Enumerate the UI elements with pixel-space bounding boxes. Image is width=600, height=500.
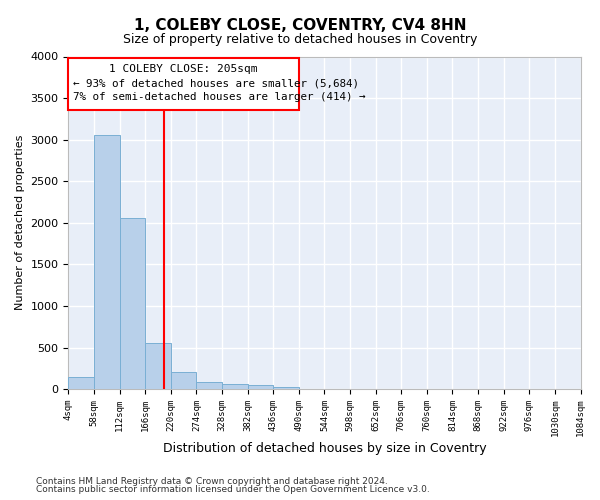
X-axis label: Distribution of detached houses by size in Coventry: Distribution of detached houses by size … xyxy=(163,442,486,455)
Bar xyxy=(68,378,94,389)
Bar xyxy=(171,372,196,389)
Text: Size of property relative to detached houses in Coventry: Size of property relative to detached ho… xyxy=(123,32,477,46)
Text: Contains HM Land Registry data © Crown copyright and database right 2024.: Contains HM Land Registry data © Crown c… xyxy=(36,477,388,486)
Text: 1 COLEBY CLOSE: 205sqm: 1 COLEBY CLOSE: 205sqm xyxy=(109,64,258,74)
Bar xyxy=(145,342,171,389)
Text: 1, COLEBY CLOSE, COVENTRY, CV4 8HN: 1, COLEBY CLOSE, COVENTRY, CV4 8HN xyxy=(134,18,466,32)
Text: Contains public sector information licensed under the Open Government Licence v3: Contains public sector information licen… xyxy=(36,485,430,494)
Y-axis label: Number of detached properties: Number of detached properties xyxy=(15,135,25,310)
Bar xyxy=(196,382,222,389)
FancyBboxPatch shape xyxy=(68,58,299,110)
Text: 7% of semi-detached houses are larger (414) →: 7% of semi-detached houses are larger (4… xyxy=(73,92,365,102)
Text: ← 93% of detached houses are smaller (5,684): ← 93% of detached houses are smaller (5,… xyxy=(73,78,359,88)
Bar xyxy=(248,385,273,389)
Bar xyxy=(119,218,145,389)
Bar xyxy=(273,386,299,389)
Bar xyxy=(94,134,119,389)
Bar xyxy=(222,384,248,389)
